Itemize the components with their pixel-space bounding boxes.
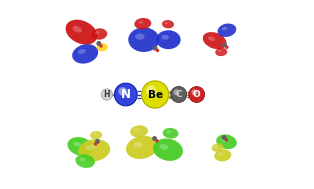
Ellipse shape bbox=[134, 18, 151, 29]
Ellipse shape bbox=[78, 49, 86, 54]
Circle shape bbox=[222, 135, 227, 140]
Ellipse shape bbox=[133, 142, 143, 148]
Ellipse shape bbox=[162, 35, 169, 40]
Text: N: N bbox=[121, 88, 131, 101]
Ellipse shape bbox=[128, 27, 159, 52]
Ellipse shape bbox=[222, 27, 227, 30]
Ellipse shape bbox=[75, 154, 95, 168]
Ellipse shape bbox=[78, 139, 110, 161]
Ellipse shape bbox=[218, 152, 223, 155]
Ellipse shape bbox=[215, 48, 227, 56]
Ellipse shape bbox=[153, 139, 183, 161]
Text: H: H bbox=[104, 90, 110, 99]
Circle shape bbox=[118, 87, 127, 96]
Ellipse shape bbox=[160, 144, 169, 150]
Text: Be: Be bbox=[148, 90, 163, 99]
Ellipse shape bbox=[208, 36, 215, 41]
Ellipse shape bbox=[218, 23, 236, 37]
Circle shape bbox=[153, 46, 158, 51]
Ellipse shape bbox=[73, 142, 81, 147]
Circle shape bbox=[155, 139, 159, 143]
Ellipse shape bbox=[203, 32, 226, 49]
Ellipse shape bbox=[214, 145, 218, 147]
Ellipse shape bbox=[96, 43, 108, 51]
Circle shape bbox=[174, 89, 180, 95]
Circle shape bbox=[103, 91, 107, 95]
Ellipse shape bbox=[66, 20, 97, 45]
Circle shape bbox=[189, 87, 205, 102]
Ellipse shape bbox=[156, 30, 181, 49]
Ellipse shape bbox=[130, 125, 148, 137]
Circle shape bbox=[156, 49, 159, 52]
Ellipse shape bbox=[165, 22, 168, 24]
Ellipse shape bbox=[80, 158, 86, 161]
Circle shape bbox=[171, 87, 187, 102]
Circle shape bbox=[96, 41, 101, 46]
Ellipse shape bbox=[90, 131, 102, 139]
Circle shape bbox=[99, 44, 103, 48]
Circle shape bbox=[222, 43, 227, 47]
Text: O: O bbox=[193, 90, 201, 99]
Ellipse shape bbox=[72, 44, 98, 64]
Circle shape bbox=[225, 138, 228, 142]
Ellipse shape bbox=[216, 134, 237, 149]
Ellipse shape bbox=[73, 26, 82, 33]
Ellipse shape bbox=[126, 136, 158, 159]
Circle shape bbox=[94, 142, 97, 146]
Circle shape bbox=[225, 46, 229, 49]
Ellipse shape bbox=[91, 28, 107, 40]
Ellipse shape bbox=[134, 128, 139, 131]
Circle shape bbox=[142, 81, 169, 108]
Ellipse shape bbox=[212, 143, 224, 152]
Ellipse shape bbox=[218, 50, 222, 52]
Ellipse shape bbox=[99, 45, 102, 47]
Ellipse shape bbox=[138, 21, 143, 24]
Circle shape bbox=[152, 136, 157, 141]
Circle shape bbox=[95, 139, 100, 144]
Text: C: C bbox=[176, 90, 182, 99]
Ellipse shape bbox=[135, 34, 144, 40]
Ellipse shape bbox=[68, 137, 94, 156]
Circle shape bbox=[115, 83, 137, 106]
Ellipse shape bbox=[214, 149, 231, 161]
Ellipse shape bbox=[85, 145, 95, 150]
Circle shape bbox=[146, 85, 156, 96]
Ellipse shape bbox=[163, 128, 179, 139]
Ellipse shape bbox=[162, 20, 174, 28]
Ellipse shape bbox=[93, 133, 96, 135]
Ellipse shape bbox=[166, 131, 171, 133]
Circle shape bbox=[192, 89, 198, 95]
Ellipse shape bbox=[221, 138, 227, 142]
Circle shape bbox=[101, 89, 113, 100]
Ellipse shape bbox=[95, 31, 100, 34]
